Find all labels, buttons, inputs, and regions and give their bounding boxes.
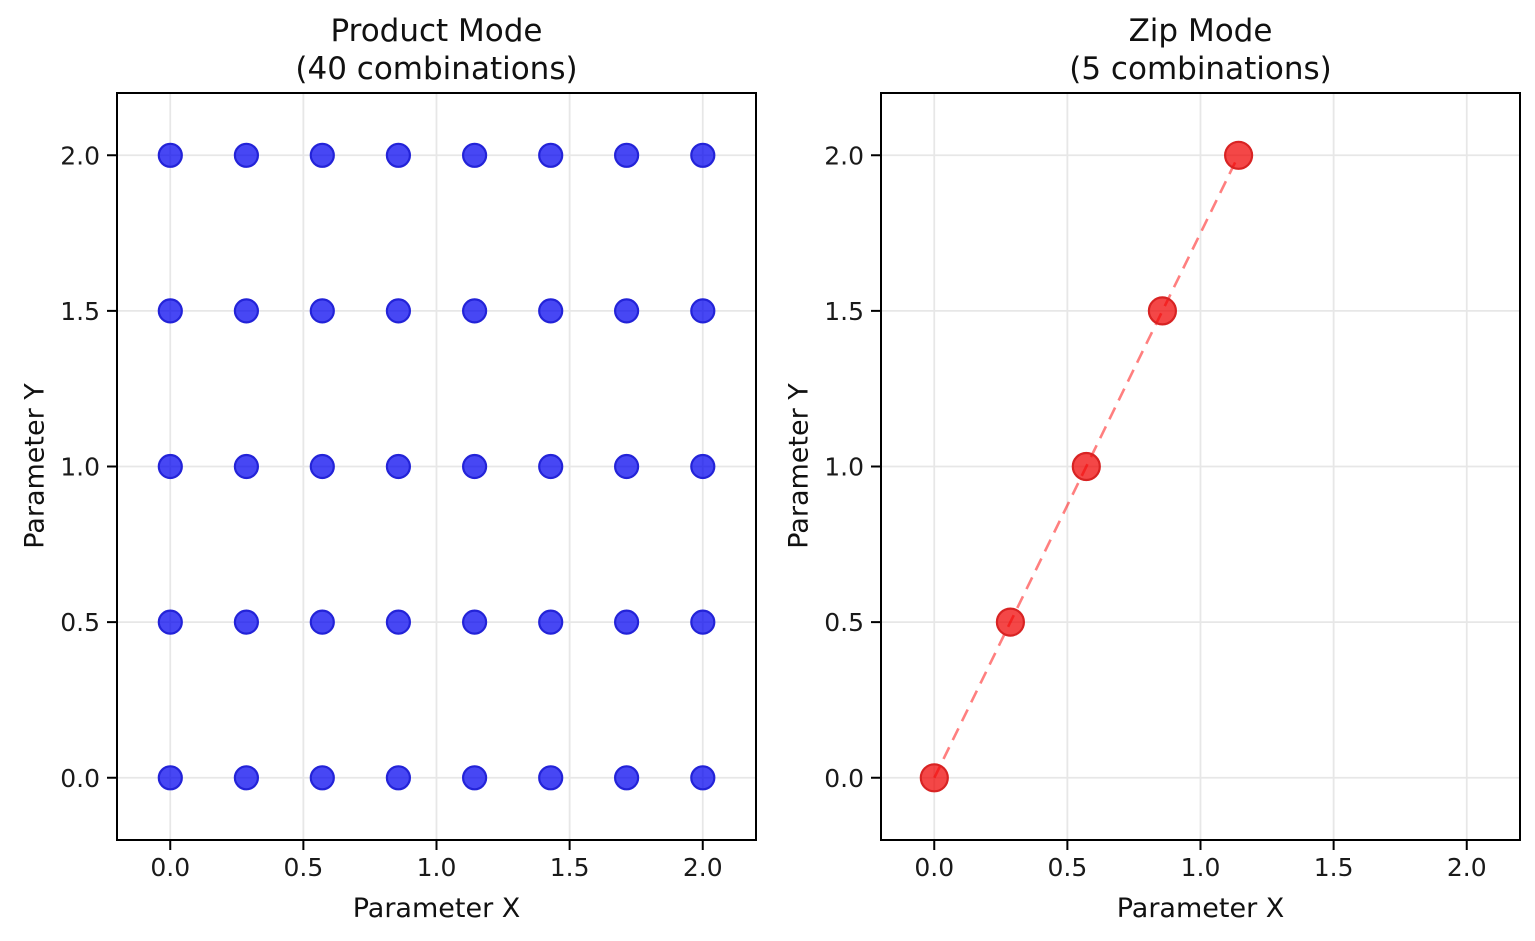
data-point [538, 765, 564, 791]
data-point [690, 298, 716, 324]
left-chart-title-line1: Product Mode [330, 13, 543, 49]
right-chart-title: Zip Mode (5 combinations) [881, 12, 1520, 88]
data-point [157, 298, 183, 324]
y-tick-label: 2.0 [824, 141, 864, 170]
data-point [309, 609, 335, 635]
data-point [385, 609, 411, 635]
data-point [538, 142, 564, 168]
x-tick-label: 1.0 [1181, 853, 1221, 882]
data-point [690, 453, 716, 480]
left-x-axis-label: Parameter X [352, 893, 521, 924]
data-point [919, 763, 949, 793]
y-tick-label: 0.5 [60, 608, 100, 637]
right-chart-title-line1: Zip Mode [1128, 13, 1273, 49]
y-tick-label: 0.5 [824, 608, 864, 637]
data-point [690, 609, 716, 635]
data-point [613, 298, 640, 324]
y-tick-label: 1.0 [60, 453, 100, 482]
x-tick-label: 0.0 [150, 853, 190, 882]
data-point [385, 298, 411, 324]
y-tick-label: 2.0 [60, 141, 100, 170]
y-tick-label: 1.0 [824, 453, 864, 482]
right-x-axis-label: Parameter X [1116, 893, 1285, 924]
data-point [233, 609, 259, 635]
data-point [613, 609, 640, 635]
data-point [1223, 140, 1254, 170]
x-tick-label: 2.0 [683, 853, 723, 882]
data-point [613, 453, 640, 480]
x-tick-label: 1.0 [417, 853, 457, 882]
right-chart-title-line2: (5 combinations) [1069, 51, 1332, 87]
data-point [462, 142, 488, 168]
y-tick-label: 0.0 [824, 764, 864, 793]
data-point [233, 142, 259, 168]
data-point [462, 298, 488, 324]
data-point [538, 298, 564, 324]
data-point [690, 142, 716, 168]
data-point [233, 453, 259, 480]
data-point [1071, 451, 1101, 482]
data-point [995, 607, 1026, 637]
x-tick-label: 1.5 [550, 853, 590, 882]
left-chart-title: Product Mode (40 combinations) [117, 12, 756, 88]
data-point [309, 453, 335, 480]
y-tick-label: 1.5 [824, 297, 864, 326]
data-point [309, 298, 335, 324]
x-tick-label: 1.5 [1314, 853, 1354, 882]
y-tick-label: 1.5 [60, 297, 100, 326]
data-point [462, 609, 488, 635]
data-point [462, 453, 488, 480]
x-tick-label: 0.5 [1047, 853, 1087, 882]
data-point [613, 765, 640, 791]
left-y-axis-label: Parameter Y [19, 383, 51, 549]
data-point [233, 765, 259, 791]
data-point [385, 765, 411, 791]
data-point [233, 298, 259, 324]
x-tick-label: 2.0 [1447, 853, 1487, 882]
data-point [157, 453, 183, 480]
data-point [157, 609, 183, 635]
y-tick-label: 0.0 [60, 764, 100, 793]
data-point [538, 453, 564, 480]
left-chart-title-line2: (40 combinations) [295, 51, 578, 87]
data-point [385, 453, 411, 480]
data-point [1147, 296, 1178, 326]
x-tick-label: 0.5 [283, 853, 323, 882]
data-point [309, 142, 335, 168]
data-point [690, 765, 716, 791]
data-point [613, 142, 640, 168]
right-y-axis-label: Parameter Y [783, 383, 815, 549]
data-point [385, 142, 411, 168]
data-point [538, 609, 564, 635]
data-point [309, 765, 335, 791]
x-tick-label: 0.0 [914, 853, 954, 882]
data-point [462, 765, 488, 791]
data-point [157, 765, 183, 791]
data-point [157, 142, 183, 168]
